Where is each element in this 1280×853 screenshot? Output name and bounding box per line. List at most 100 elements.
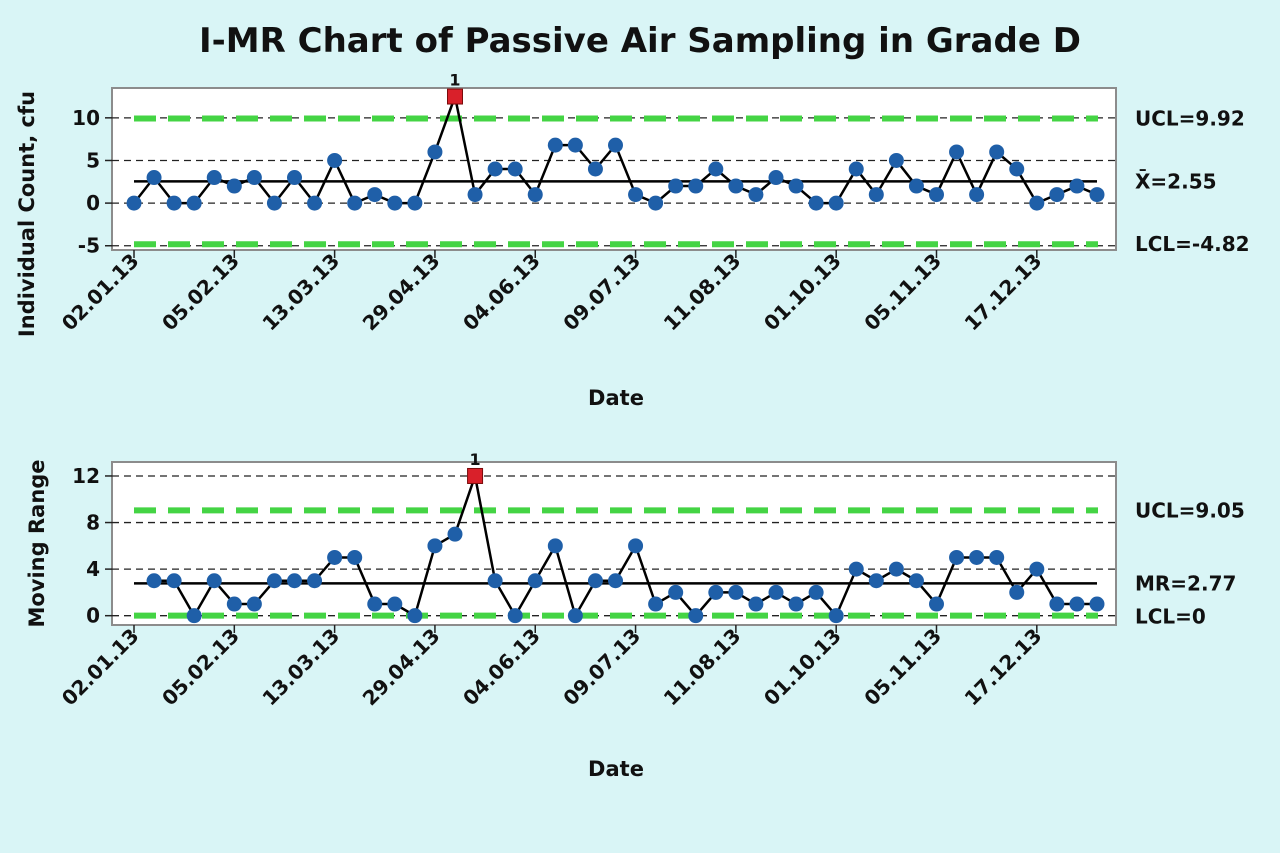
- data-point: [307, 573, 323, 589]
- x-tick-label: 29.04.13: [358, 249, 445, 336]
- data-point: [487, 573, 503, 589]
- data-point: [828, 195, 844, 211]
- data-point: [628, 538, 644, 554]
- x-tick-label: 04.06.13: [458, 624, 545, 711]
- data-point: [949, 144, 965, 160]
- data-point: [186, 608, 202, 624]
- lcl-label: LCL=0: [1135, 605, 1206, 629]
- center-label: MR=2.77: [1135, 571, 1236, 595]
- data-point: [1009, 584, 1025, 600]
- x-axis-title: Date: [588, 386, 644, 410]
- x-tick-label: 05.02.13: [157, 624, 244, 711]
- data-point: [1069, 178, 1085, 194]
- data-point-flagged: [447, 88, 463, 105]
- data-point: [1049, 596, 1065, 612]
- data-point: [146, 573, 162, 589]
- x-tick-label: 01.10.13: [759, 249, 846, 336]
- data-point: [327, 549, 343, 565]
- x-tick-label: 13.03.13: [257, 624, 344, 711]
- data-point: [989, 549, 1005, 565]
- data-point: [768, 170, 784, 186]
- data-point: [929, 187, 944, 203]
- data-point: [287, 170, 302, 186]
- y-tick-label: 8: [86, 511, 100, 535]
- flag-label: 1: [449, 71, 460, 90]
- data-point: [487, 161, 503, 177]
- x-tick-label: 13.03.13: [257, 249, 344, 336]
- data-point: [206, 573, 222, 589]
- data-point: [768, 584, 784, 600]
- x-tick-label: 05.02.13: [157, 249, 244, 336]
- data-point: [567, 608, 583, 624]
- data-point: [1009, 161, 1025, 177]
- data-point: [407, 608, 423, 624]
- ucl-label: UCL=9.05: [1135, 498, 1245, 522]
- data-point: [287, 573, 302, 589]
- data-point: [908, 178, 924, 194]
- x-tick-label: 02.01.13: [57, 249, 144, 336]
- data-point: [788, 178, 804, 194]
- data-point: [648, 195, 664, 211]
- data-point: [527, 573, 543, 589]
- data-point: [1069, 596, 1085, 612]
- data-point: [447, 526, 463, 542]
- y-tick-label: 10: [72, 106, 100, 130]
- x-axis-title: Date: [588, 757, 644, 781]
- data-point: [126, 195, 142, 211]
- y-tick-label: 12: [72, 464, 100, 488]
- data-point: [347, 549, 363, 565]
- data-point: [587, 161, 603, 177]
- data-point: [226, 596, 242, 612]
- data-point: [1049, 187, 1065, 203]
- data-point: [969, 549, 985, 565]
- data-point: [367, 187, 383, 203]
- x-tick-label: 09.07.13: [558, 249, 645, 336]
- data-point: [166, 195, 182, 211]
- data-point: [226, 178, 242, 194]
- data-point: [527, 187, 543, 203]
- x-tick-label: 04.06.13: [458, 249, 545, 336]
- x-tick-label: 01.10.13: [759, 624, 846, 711]
- data-point: [688, 608, 704, 624]
- data-point: [828, 608, 844, 624]
- data-point: [467, 187, 483, 203]
- y-tick-label: -5: [78, 234, 100, 258]
- data-point: [708, 584, 724, 600]
- data-point: [848, 161, 864, 177]
- data-point: [146, 170, 162, 186]
- y-tick-label: 5: [86, 148, 100, 172]
- y-tick-label: 4: [86, 557, 100, 581]
- data-point: [1089, 596, 1105, 612]
- x-tick-label: 05.11.13: [859, 624, 946, 711]
- data-point: [547, 538, 563, 554]
- data-point: [347, 195, 363, 211]
- data-point: [587, 573, 603, 589]
- data-point: [748, 596, 764, 612]
- flag-label: 1: [469, 450, 480, 469]
- data-point: [608, 573, 623, 589]
- moving-range-panel: 0 4 8 12 UCL=9.05 MR=2.77 LCL=0 02.01.13 05.02.1…: [25, 450, 1245, 781]
- data-point: [266, 573, 282, 589]
- data-point: [728, 584, 744, 600]
- data-point: [327, 152, 343, 168]
- data-point: [668, 584, 684, 600]
- x-tick-label: 02.01.13: [57, 624, 144, 711]
- data-point: [387, 596, 403, 612]
- x-tick-label: 17.12.13: [960, 624, 1047, 711]
- x-tick-label: 05.11.13: [859, 249, 946, 336]
- x-tick-label: 11.08.13: [659, 624, 746, 711]
- chart-title: I-MR Chart of Passive Air Sampling in Gr…: [199, 21, 1081, 61]
- data-point: [307, 195, 323, 211]
- data-point: [969, 187, 985, 203]
- x-tick-label: 29.04.13: [358, 624, 445, 711]
- data-point: [929, 596, 944, 612]
- data-point: [507, 161, 523, 177]
- data-point: [989, 144, 1005, 160]
- y-axis-title: Moving Range: [25, 459, 49, 627]
- ucl-label: UCL=9.92: [1135, 107, 1245, 131]
- data-point: [648, 596, 664, 612]
- data-point: [808, 584, 824, 600]
- data-point: [387, 195, 403, 211]
